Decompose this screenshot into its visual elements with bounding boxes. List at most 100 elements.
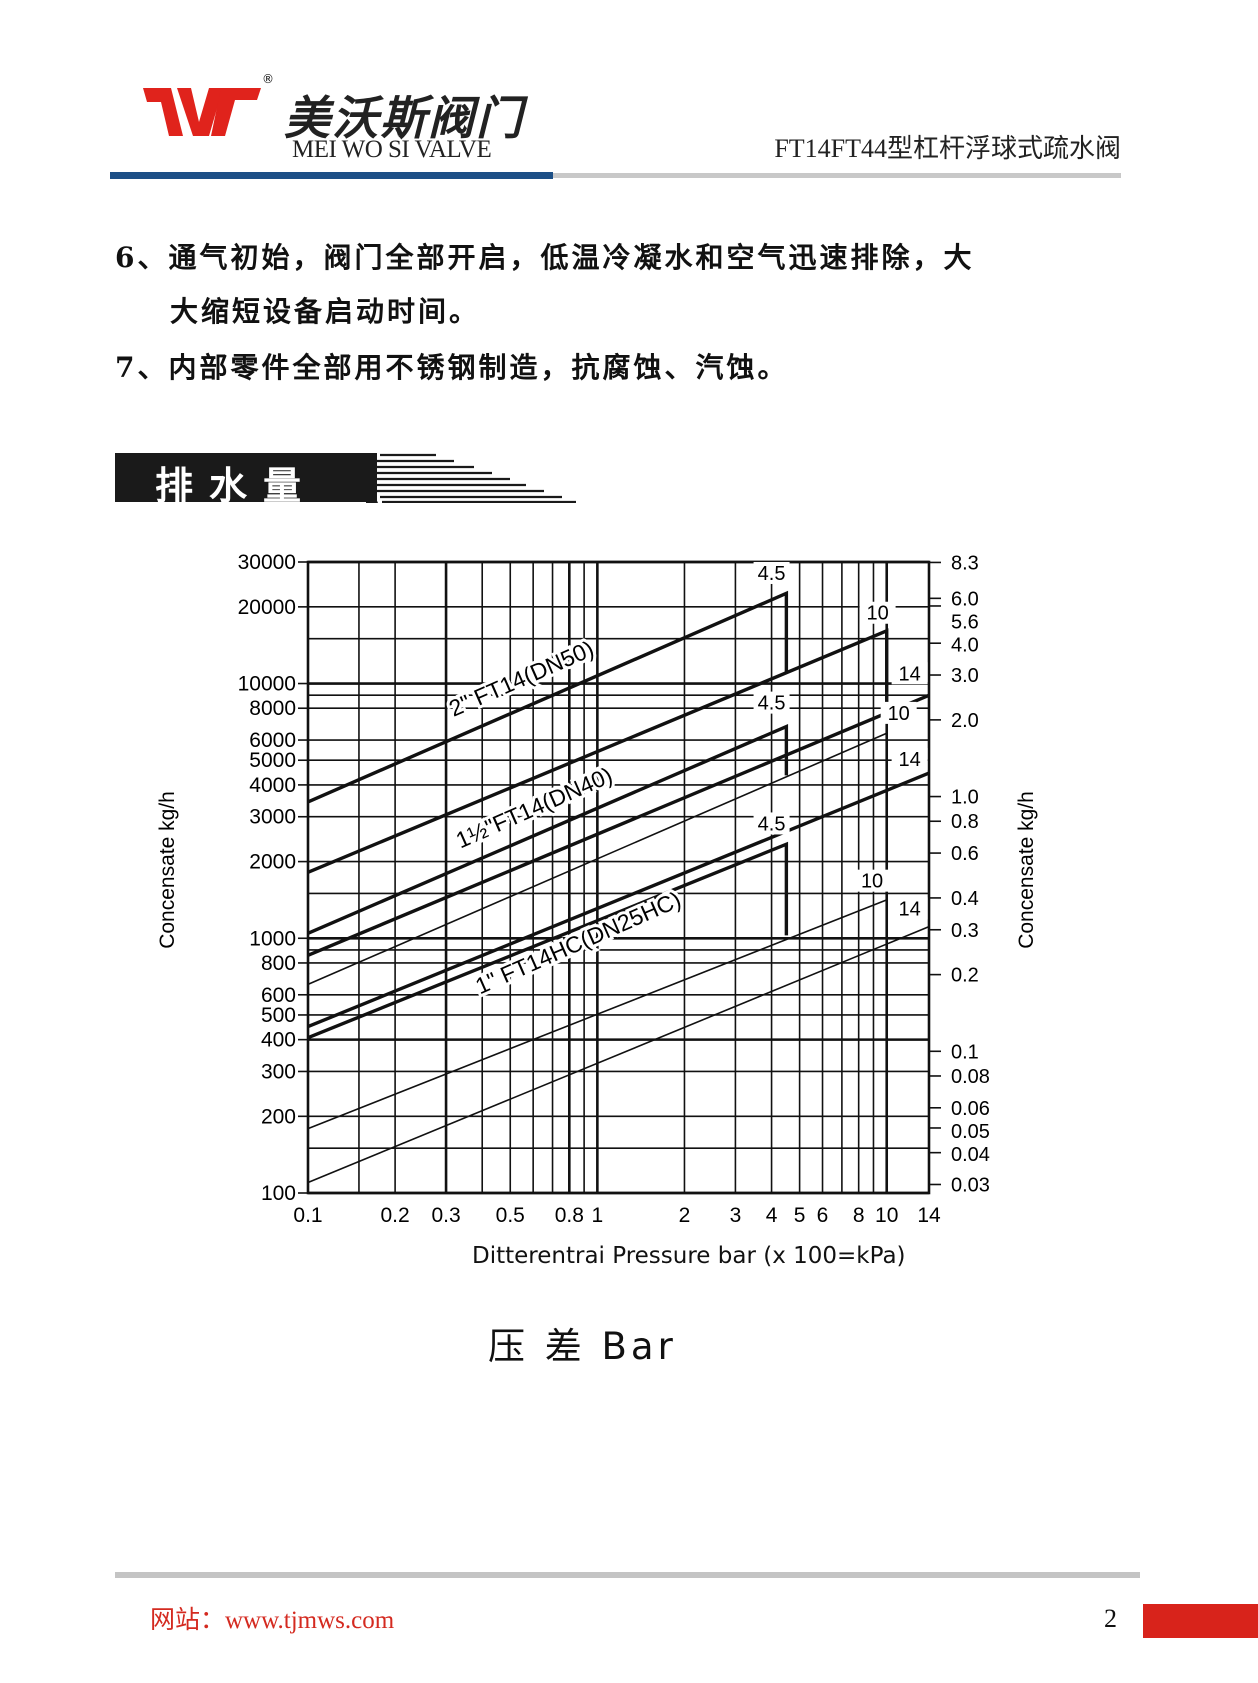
series-label-bg (891, 662, 928, 685)
series-label-bg (753, 561, 790, 584)
y-tick-label: 500 (261, 1004, 296, 1027)
y-tick-label: 10000 (238, 673, 296, 696)
x-tick-label: 1 (592, 1204, 604, 1227)
x-tick-label: 8 (853, 1204, 865, 1227)
condensate-capacity-chart: 0.1 0.2 0.3 0.5 0.8 1 2 3 4 5 6 8 10 1430000200001000… (156, 551, 1038, 1227)
x-tick-label: 0.1 (293, 1204, 322, 1227)
y-tick-label: 8000 (249, 697, 296, 720)
right-tick-label: 5.6 (951, 611, 979, 633)
x-tick-label: 4 (766, 1204, 778, 1227)
x-tick-label: 3 (730, 1204, 742, 1227)
right-tick-label: 0.04 (951, 1144, 990, 1166)
plot-frame (306, 560, 931, 1195)
y-tick-label: 100 (261, 1182, 296, 1205)
footer-rule (115, 1572, 1140, 1578)
series-label-bg (854, 869, 891, 892)
y-tick-label: 3000 (249, 806, 296, 829)
x-tick-label: 10 (875, 1204, 898, 1227)
right-tick-label: 3.0 (951, 665, 979, 687)
brand-logo-mark (143, 88, 261, 136)
series-label: 4.5 (758, 693, 786, 715)
series-label: 14 (899, 749, 921, 771)
y-tick-label: 400 (261, 1029, 296, 1052)
section-header-bar (115, 453, 377, 502)
y-axis-label-right: Concensate kg/h (1015, 791, 1038, 949)
x-tick-label: 6 (817, 1204, 829, 1227)
model-label: 1" FT14HC(DN25HC) (471, 886, 684, 999)
right-tick-label: 8.3 (951, 552, 979, 574)
feature-6-line-2: 大缩短设备启动时间。 (170, 295, 481, 328)
footer-accent-block (1143, 1604, 1258, 1638)
series-label: 14 (899, 898, 921, 920)
series-label: 10 (861, 871, 883, 893)
right-tick-label: 0.8 (951, 811, 979, 833)
header-rule-primary (110, 172, 553, 179)
x-tick-label: 0.5 (496, 1204, 525, 1227)
x-tick-label: 2 (679, 1204, 691, 1227)
x-tick-label: 0.8 (555, 1204, 584, 1227)
y-tick-label: 200 (261, 1105, 296, 1128)
series-line-10 (307, 732, 888, 986)
series-label: 10 (888, 703, 910, 725)
y-tick-label: 800 (261, 952, 296, 975)
right-tick-label: 1.0 (951, 787, 979, 809)
series-label-bg (753, 691, 790, 714)
y-tick-label: 600 (261, 984, 296, 1007)
header-rule-secondary (553, 173, 1121, 178)
y-tick-label: 30000 (238, 551, 296, 574)
series-label: 4.5 (758, 813, 786, 835)
right-tick-label: 0.2 (951, 965, 979, 987)
y-tick-label: 5000 (249, 749, 296, 772)
series-line-4.5 (307, 841, 789, 1040)
x-tick-label: 0.2 (381, 1204, 410, 1227)
series-line-4.5 (307, 590, 789, 804)
right-tick-label: 0.6 (951, 843, 979, 865)
series-label-bg (891, 897, 928, 920)
right-tick-label: 4.0 (951, 634, 979, 656)
series-label-bg (880, 701, 917, 724)
series-line-14 (307, 925, 930, 1184)
x-axis-label: Ditterentrai Pressure bar (x 100=kPa) (472, 1243, 906, 1269)
right-tick-label: 0.03 (951, 1174, 990, 1196)
y-axis-label-left: Concensate kg/h (156, 791, 179, 949)
x-tick-label: 5 (794, 1204, 806, 1227)
series-line-14 (307, 771, 930, 1029)
series-label-bg (859, 601, 896, 624)
right-tick-label: 0.08 (951, 1066, 990, 1088)
page-number: 2 (1104, 1604, 1117, 1633)
y-tick-label: 20000 (238, 596, 296, 619)
series-line-14 (307, 693, 930, 957)
x-tick-label: 0.3 (431, 1204, 460, 1227)
series-line-4.5 (307, 723, 789, 935)
document-title: FT14FT44型杠杆浮球式疏水阀 (774, 134, 1121, 163)
y-tick-label: 2000 (249, 851, 296, 874)
x-tick-label: 14 (917, 1204, 941, 1227)
y-tick-label: 1000 (249, 927, 296, 950)
right-tick-label: 6.0 (951, 588, 979, 610)
right-tick-label: 0.3 (951, 920, 979, 942)
series-label-bg (891, 747, 928, 770)
chart-caption: 压 差 Bar (488, 1325, 677, 1368)
y-tick-label: 300 (261, 1060, 296, 1083)
brand-name-en: MEI WO SI VALVE (292, 136, 492, 163)
series-label: 14 (899, 663, 921, 685)
model-label: 1½"FT14(DN40) (452, 762, 616, 853)
series-label: 4.5 (758, 563, 786, 585)
series-line-10 (307, 628, 889, 874)
y-tick-label: 4000 (249, 774, 296, 797)
right-tick-label: 0.1 (951, 1041, 979, 1063)
y-tick-label: 6000 (249, 729, 296, 752)
right-tick-label: 0.4 (951, 888, 979, 910)
registered-mark: ® (262, 72, 274, 86)
feature-6-line-1: 6、通气初始，阀门全部开启，低温冷凝水和空气迅速排除，大 (115, 241, 975, 274)
series-label: 10 (866, 603, 888, 625)
website-link[interactable]: 网站：www.tjmws.com (150, 1607, 395, 1634)
section-header-stripes (366, 453, 576, 503)
series-line-10 (307, 899, 888, 1130)
right-tick-label: 0.06 (951, 1098, 990, 1120)
feature-7: 7、内部零件全部用不锈钢制造，抗腐蚀、汽蚀。 (115, 351, 789, 384)
series-label-bg (753, 812, 790, 835)
right-tick-label: 2.0 (951, 710, 979, 732)
right-tick-label: 0.05 (951, 1121, 990, 1143)
section-title: 排水量 (155, 464, 318, 508)
